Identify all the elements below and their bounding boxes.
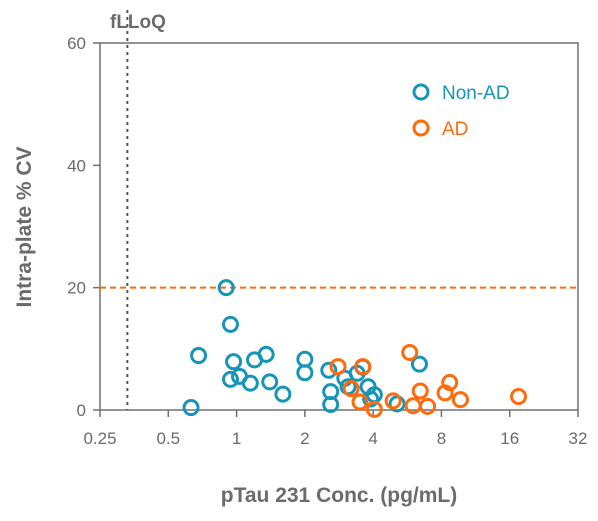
point-non-ad (190, 347, 208, 365)
legend-marker-ad (412, 119, 430, 137)
point-ad (441, 373, 459, 391)
point-ad (342, 380, 360, 398)
point-ad (401, 344, 419, 362)
point-non-ad (362, 390, 380, 408)
point-non-ad (322, 395, 340, 413)
x-tick-label: 8 (437, 429, 446, 448)
point-non-ad (217, 279, 235, 297)
point-non-ad (225, 353, 243, 371)
point-non-ad (320, 361, 338, 379)
point-non-ad (296, 350, 314, 368)
point-non-ad (410, 355, 428, 373)
point-ad (329, 358, 347, 376)
y-tick-label: 40 (67, 156, 86, 175)
point-non-ad (221, 370, 239, 388)
legend: Non-AD AD (412, 83, 510, 140)
x-tick-label: 2 (300, 429, 309, 448)
legend-label-ad: AD (442, 119, 468, 140)
x-tick-label: 0.25 (83, 429, 116, 448)
point-ad (384, 392, 402, 410)
y-tick-label: 60 (67, 34, 86, 53)
plot-frame (99, 42, 579, 411)
point-ad (510, 388, 528, 406)
point-ad (351, 393, 369, 411)
point-non-ad (261, 373, 279, 391)
y-axis: 0 20 40 60 (67, 34, 100, 420)
point-ad (354, 358, 372, 376)
point-ad (365, 400, 383, 418)
x-axis-title: pTau 231 Conc. (pg/mL) (221, 484, 457, 507)
fllq-label: fLLoQ (110, 12, 166, 33)
data-points (182, 279, 528, 418)
point-ad (419, 397, 437, 415)
point-non-ad (241, 374, 259, 392)
point-non-ad (182, 399, 200, 417)
point-non-ad (296, 364, 314, 382)
y-tick-label: 20 (67, 279, 86, 298)
point-ad (411, 382, 429, 400)
legend-marker-non-ad (412, 83, 430, 101)
point-non-ad (257, 345, 275, 363)
x-tick-label: 1 (232, 429, 241, 448)
x-tick-label: 4 (368, 429, 377, 448)
y-tick-label: 0 (77, 401, 86, 420)
point-non-ad (221, 315, 239, 333)
reference-lines (100, 10, 578, 410)
x-axis: 0.25 0.5 1 2 4 8 16 32 (83, 410, 587, 448)
point-non-ad (274, 385, 292, 403)
y-axis-title: Intra-plate % CV (13, 146, 36, 307)
x-tick-label: 32 (569, 429, 588, 448)
x-tick-label: 16 (500, 429, 519, 448)
point-ad (451, 391, 469, 409)
x-tick-label: 0.5 (156, 429, 180, 448)
legend-label-non-ad: Non-AD (442, 83, 510, 104)
